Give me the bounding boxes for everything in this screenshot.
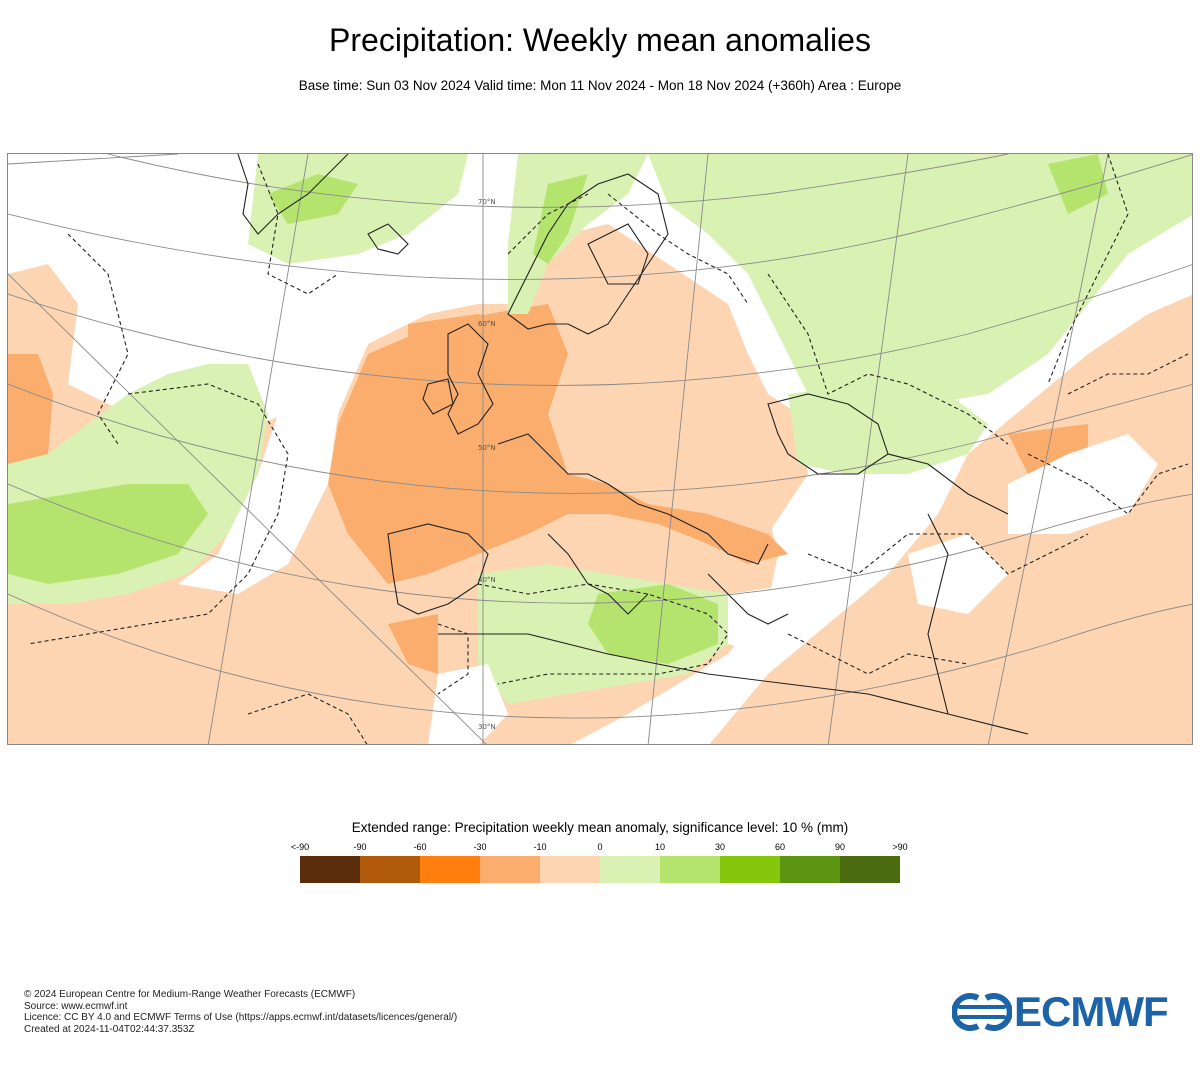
- legend-tick: 90: [834, 842, 846, 852]
- dry-region-uk: [408, 314, 538, 424]
- chart-title: Precipitation: Weekly mean anomalies: [329, 22, 871, 58]
- ecmwf-logo: ECMWF: [951, 988, 1182, 1036]
- legend-swatch: [420, 856, 480, 883]
- legend-tick-labels: <-90 -90 -60 -30 -10 0 10 30 60 90 >90: [291, 842, 908, 854]
- no-signal-caspian: [908, 534, 1008, 614]
- wet-region-north-russia: [648, 154, 1192, 424]
- graticule-label-30n: 30°N: [478, 723, 496, 731]
- no-signal-aegean: [728, 584, 808, 654]
- graticule-lines: [8, 154, 1192, 744]
- legend-tick: 60: [774, 842, 786, 852]
- legend-tick: -60: [413, 842, 427, 852]
- legend-title: Extended range: Precipitation weekly mea…: [351, 820, 849, 835]
- legend-swatch: [480, 856, 540, 883]
- ecmwf-logo-text: ECMWF: [1014, 988, 1169, 1035]
- wet-mid-atlantic: [8, 484, 208, 584]
- precipitation-anomaly-map: 70°N 60°N 50°N 40°N 30°N: [7, 153, 1193, 745]
- legend-swatch: [780, 856, 840, 883]
- dry-region-east: [709, 294, 1192, 744]
- dry-region-atlantic-lower: [8, 584, 438, 744]
- legend-tick: 30: [714, 842, 726, 852]
- legend-color-bar: [300, 856, 900, 883]
- wet-mid-urals: [1048, 154, 1108, 214]
- anomaly-field-layer: [8, 154, 1192, 744]
- legend-tick: <-90: [290, 842, 310, 852]
- legend-tick: >90: [892, 842, 908, 852]
- credit-line-copyright: © 2024 European Centre for Medium-Range …: [24, 989, 356, 1000]
- legend-swatch: [720, 856, 780, 883]
- wet-mid-norway: [533, 174, 588, 264]
- legend-swatch: [300, 856, 360, 883]
- dry-region-iberia-east: [388, 614, 438, 674]
- credit-line-source: Source: www.ecmwf.int: [24, 1000, 128, 1012]
- legend-tick: -30: [473, 842, 487, 852]
- coastlines: [237, 154, 1029, 735]
- legend-tick: -90: [353, 842, 367, 852]
- credit-line-created: Created at 2024-11-04T02:44:37.353Z: [24, 1023, 195, 1035]
- chart-subtitle: Base time: Sun 03 Nov 2024 Valid time: M…: [298, 78, 902, 93]
- graticule-label-70n: 70°N: [478, 198, 496, 206]
- no-signal-med-south: [428, 664, 508, 744]
- credit-line-licence: Licence: CC BY 4.0 and ECMWF Terms of Us…: [24, 1012, 458, 1023]
- graticule-label-40n: 40°N: [478, 576, 496, 584]
- legend-swatch: [540, 856, 600, 883]
- legend-tick: -10: [533, 842, 547, 852]
- ecmwf-logo-mark-icon: [951, 993, 1013, 1031]
- wet-mid-greenland: [268, 174, 358, 224]
- wet-region-scandinavia: [508, 154, 648, 314]
- legend-tick: 10: [654, 842, 666, 852]
- credits-block: © 2024 European Centre for Medium-Range …: [24, 989, 457, 1035]
- legend-swatch: [360, 856, 420, 883]
- legend-tick: 0: [597, 842, 603, 852]
- wet-mid-central-med: [588, 584, 718, 664]
- graticule-label-50n: 50°N: [478, 444, 496, 452]
- legend-swatch: [840, 856, 900, 883]
- no-signal-atlantic-band: [178, 244, 368, 594]
- map-canvas: 70°N 60°N 50°N 40°N 30°N: [8, 154, 1192, 744]
- graticule-label-60n: 60°N: [478, 320, 496, 328]
- dry-region-atlantic-edge: [8, 354, 53, 464]
- legend-swatch: [660, 856, 720, 883]
- legend-swatch: [600, 856, 660, 883]
- significance-contours: [27, 154, 1189, 744]
